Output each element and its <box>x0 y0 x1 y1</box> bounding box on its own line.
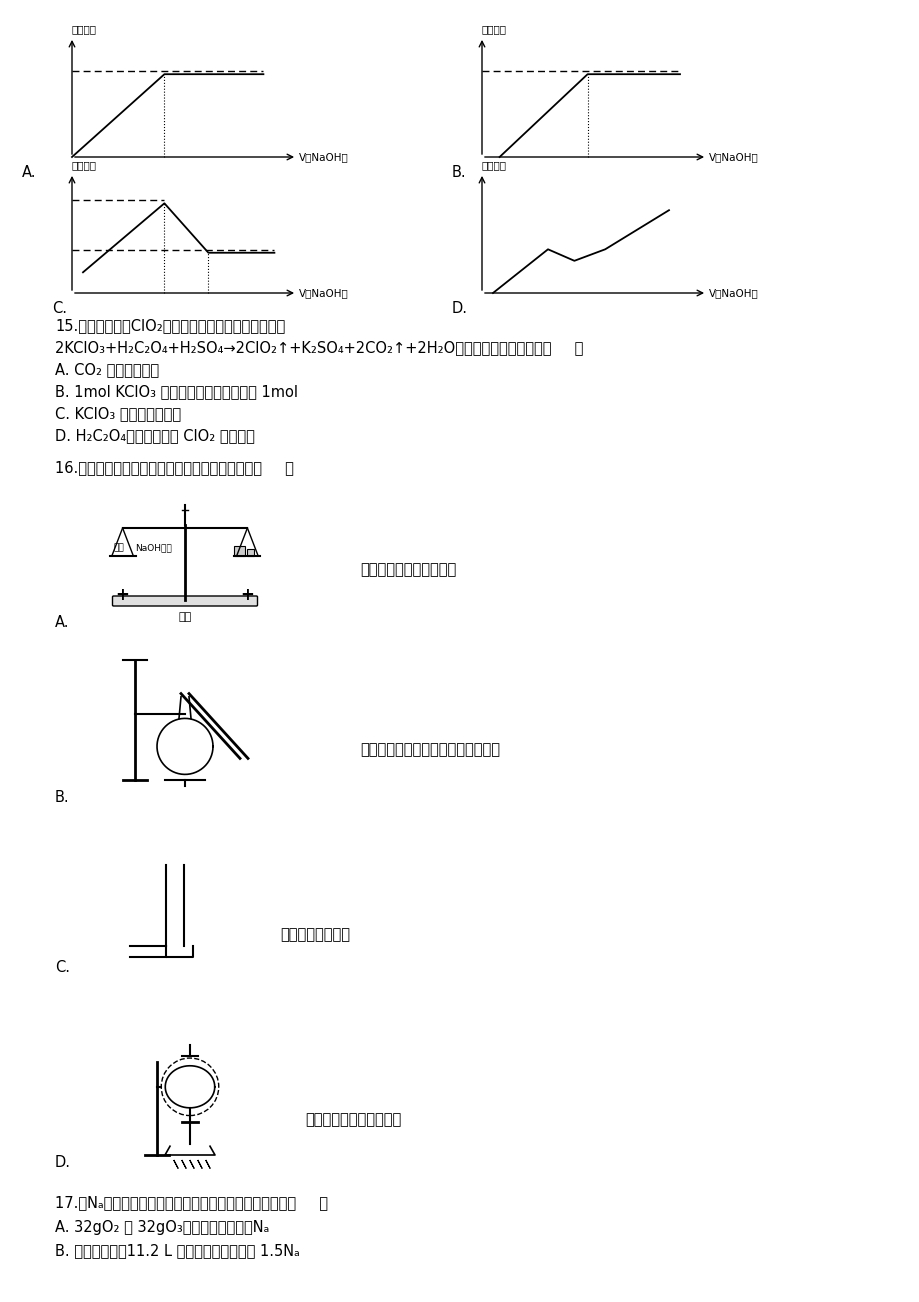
Text: 2KClO₃+H₂C₂O₄+H₂SO₄→2ClO₂↑+K₂SO₄+2CO₂↑+2H₂O，下列说法不正确的是（     ）: 2KClO₃+H₂C₂O₄+H₂SO₄→2ClO₂↑+K₂SO₄+2CO₂↑+2… <box>55 340 583 355</box>
Text: 称量氮氧化钓固体的质量: 称量氮氧化钓固体的质量 <box>359 562 456 578</box>
Text: （沉淀）: （沉淀） <box>72 23 96 34</box>
Text: A.: A. <box>55 615 70 630</box>
Text: 16.如图所示，实验操作能达到相应的实验目的是（     ）: 16.如图所示，实验操作能达到相应的实验目的是（ ） <box>55 460 293 475</box>
Text: A.: A. <box>22 165 37 180</box>
Text: +: + <box>240 586 254 604</box>
Text: D.: D. <box>55 1155 71 1170</box>
Text: B. 1mol KClO₃ 参加反应，转移的电子为 1mol: B. 1mol KClO₃ 参加反应，转移的电子为 1mol <box>55 384 298 398</box>
Text: 分离沸点相差较大的互溶液体混合物: 分离沸点相差较大的互溶液体混合物 <box>359 742 499 758</box>
Text: V（NaOH）: V（NaOH） <box>299 152 348 161</box>
Text: （沉淀）: （沉淀） <box>482 23 506 34</box>
Text: B. 标准状况下，11.2 L 水中含有的原子数是 1.5Nₐ: B. 标准状况下，11.2 L 水中含有的原子数是 1.5Nₐ <box>55 1243 300 1258</box>
Text: V（NaOH）: V（NaOH） <box>709 152 758 161</box>
Bar <box>247 549 254 556</box>
Text: 15.高效水处理剂ClO₂在实验室中通过以下反应制得：: 15.高效水处理剂ClO₂在实验室中通过以下反应制得： <box>55 318 285 333</box>
FancyBboxPatch shape <box>112 596 257 605</box>
Text: A. 32gO₂ 和 32gO₃所含分子数目都为Nₐ: A. 32gO₂ 和 32gO₃所含分子数目都为Nₐ <box>55 1220 269 1236</box>
Text: 称量: 称量 <box>178 612 191 622</box>
Text: 用排气法收集氯气: 用排气法收集氯气 <box>279 927 349 943</box>
Text: 17.用Nₐ表示阿伏加德罗常数的数值，下列说法正确的是（     ）: 17.用Nₐ表示阿伏加德罗常数的数值，下列说法正确的是（ ） <box>55 1195 328 1210</box>
Text: C. KClO₃ 在反应中被氧化: C. KClO₃ 在反应中被氧化 <box>55 406 181 421</box>
Text: V（NaOH）: V（NaOH） <box>299 288 348 298</box>
Text: D.: D. <box>451 301 468 316</box>
Text: NaOH固体: NaOH固体 <box>135 543 172 552</box>
Text: A. CO₂ 是氧化化产物: A. CO₂ 是氧化化产物 <box>55 362 159 378</box>
Text: B.: B. <box>451 165 466 180</box>
Text: C.: C. <box>55 960 70 975</box>
Bar <box>234 546 244 556</box>
Text: B.: B. <box>55 790 70 805</box>
Text: 分离互不相溶的两种液体: 分离互不相溶的两种液体 <box>305 1112 401 1128</box>
Text: （沉淀）: （沉淀） <box>72 160 96 171</box>
Text: D. H₂C₂O₄的还原性強于 ClO₂ 的还原性: D. H₂C₂O₄的还原性強于 ClO₂ 的还原性 <box>55 428 255 443</box>
Text: V（NaOH）: V（NaOH） <box>709 288 758 298</box>
Text: （沉淀）: （沉淀） <box>482 160 506 171</box>
Text: C.: C. <box>52 301 67 316</box>
Text: +: + <box>116 586 130 604</box>
Text: 纸片: 纸片 <box>113 543 124 552</box>
